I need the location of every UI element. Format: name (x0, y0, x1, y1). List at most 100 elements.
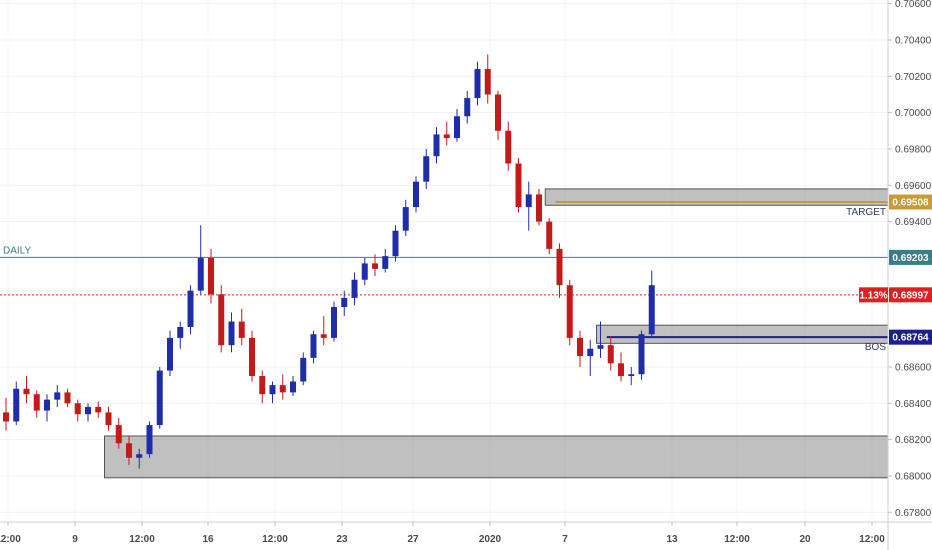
bullish-candle (454, 108, 460, 142)
candle-body (23, 388, 30, 395)
candle-body (64, 392, 71, 404)
candle-body (331, 307, 337, 338)
bullish-candle (587, 339, 594, 377)
candle-body (372, 263, 378, 269)
candle-body (279, 385, 286, 393)
axis-tags-layer: 0.69203 0.68997 1.13% 0.68764 0.69508 (859, 194, 932, 345)
bullish-candle (474, 61, 481, 106)
x-tick-label: 12:00 (0, 534, 21, 545)
candle-body (556, 248, 563, 286)
candle-body (392, 230, 399, 257)
bearish-candle (279, 374, 286, 400)
y-tick-label: 0.70000 (895, 108, 932, 119)
x-tick-label: 12:00 (859, 534, 885, 545)
current-price-axis-tag-text: 0.68997 (892, 290, 929, 301)
bearish-candle (3, 397, 9, 431)
candle-body (423, 156, 430, 182)
bullish-candle (167, 330, 173, 377)
candle-body (341, 297, 348, 308)
candle-body (577, 337, 583, 357)
target-axis-tag-text: 0.69508 (892, 198, 929, 209)
candles-layer (3, 54, 655, 469)
candle-body (105, 412, 112, 426)
bullish-candle (228, 312, 235, 353)
candle-body (33, 394, 40, 411)
candle-body (238, 321, 245, 338)
candle-body (85, 406, 91, 415)
candle-body (146, 425, 153, 455)
current-price-axis-tag (889, 287, 932, 303)
candle-body (136, 454, 143, 458)
candle-body (648, 285, 655, 335)
target-label: TARGET (846, 207, 886, 218)
bullish-candle (156, 366, 163, 429)
bearish-candle (618, 352, 624, 382)
bearish-candle (238, 308, 245, 346)
candle-body (197, 257, 204, 291)
x-tick-label: 23 (336, 534, 348, 545)
bullish-candle (597, 321, 604, 358)
bullish-candle (638, 330, 645, 380)
candle-body (546, 221, 553, 249)
candle-body (484, 69, 491, 95)
y-tick-label: 0.68600 (895, 362, 932, 373)
y-tick-label: 0.69600 (895, 181, 932, 192)
x-tick-label: 12:00 (724, 534, 750, 545)
bearish-candle (95, 401, 102, 418)
candle-body (95, 406, 102, 413)
y-tick-label: 0.70600 (895, 0, 932, 10)
bearish-candle (115, 417, 122, 449)
bearish-candle (443, 121, 450, 146)
x-tick-label: 20 (799, 534, 811, 545)
change-tag-text: 1.13% (859, 290, 887, 301)
candle-body (628, 374, 635, 377)
candle-body (44, 399, 50, 411)
bearish-candle (566, 279, 573, 346)
lower-demand-zone (104, 435, 889, 479)
x-tick-label: 7 (562, 534, 568, 545)
bullish-candle (382, 248, 389, 273)
candle-body (402, 207, 409, 231)
bullish-candle (187, 285, 194, 335)
bearish-candle (484, 54, 491, 104)
bullish-candle (628, 366, 635, 386)
bearish-candle (372, 254, 378, 277)
candle-body (536, 194, 542, 222)
bullish-candle (341, 290, 348, 317)
y-tick-label: 0.68200 (895, 435, 932, 446)
candle-body (249, 337, 255, 377)
bullish-candle (290, 376, 296, 397)
y-tick-label: 0.69800 (895, 144, 932, 155)
y-tick-label: 0.70400 (895, 35, 932, 46)
candle-body (320, 334, 327, 338)
change-tag (859, 287, 888, 303)
bearish-candle (218, 285, 225, 353)
candle-body (54, 392, 61, 400)
candle-body (269, 385, 276, 395)
bearish-candle (64, 388, 71, 407)
bearish-candle (249, 330, 255, 382)
y-tick-label: 0.70200 (895, 72, 932, 83)
candle-body (228, 321, 235, 346)
bullish-candle (85, 403, 91, 422)
bearish-candle (105, 406, 112, 431)
bullish-candle (310, 330, 317, 364)
candle-body (74, 403, 81, 415)
bearish-candle (495, 90, 501, 140)
candle-body (607, 345, 614, 364)
candle-body (290, 381, 296, 393)
candle-body (638, 334, 645, 375)
candle-body (310, 334, 317, 358)
bearish-candle (607, 336, 614, 371)
candle-body (300, 357, 307, 382)
bullish-candle (361, 257, 368, 286)
candle-body (177, 326, 184, 338)
target-axis-tag (889, 194, 932, 210)
candle-body (361, 263, 368, 280)
candle-body (525, 194, 532, 208)
candle-body (474, 69, 481, 99)
bearish-candle (33, 390, 40, 418)
candle-body (587, 348, 594, 357)
